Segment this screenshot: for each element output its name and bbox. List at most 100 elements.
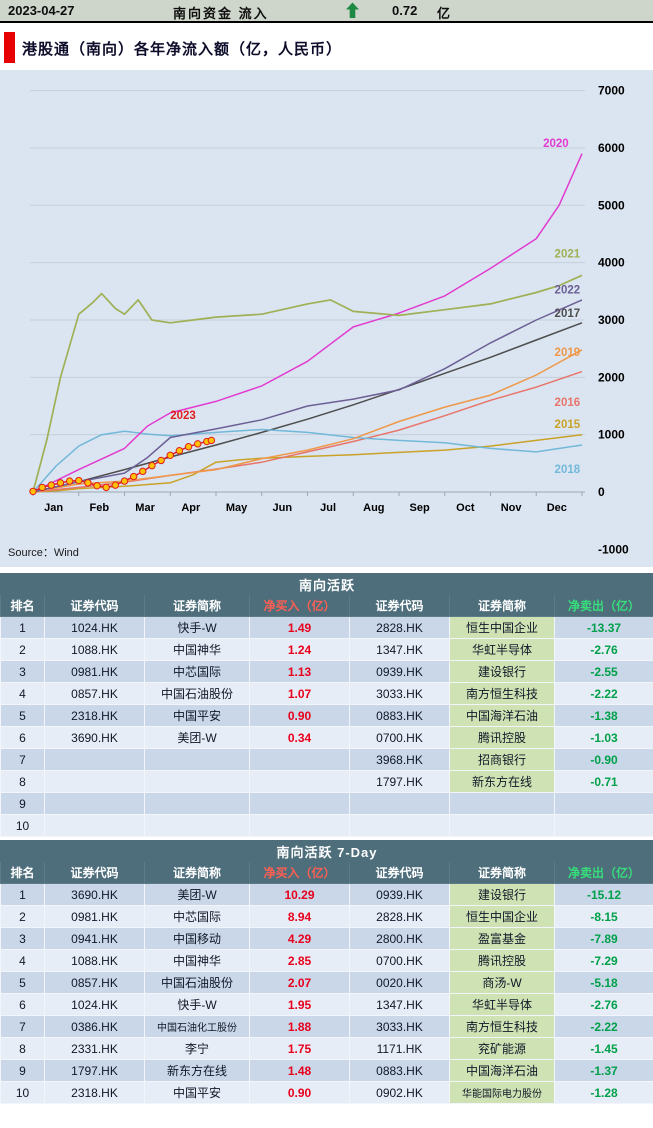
buy-code-cell: 0941.HK xyxy=(44,927,145,950)
rank-cell: 2 xyxy=(0,905,45,928)
table-row: 1 1024.HK 快手-W 1.49 2828.HK 恒生中国企业 -13.37 xyxy=(0,616,653,639)
data-point-marker xyxy=(207,436,216,445)
flow-unit: 亿 xyxy=(437,6,451,21)
sell-code-cell: 3033.HK xyxy=(349,1015,450,1038)
data-point-marker xyxy=(129,472,138,481)
buy-name-cell xyxy=(144,748,250,771)
data-point-marker xyxy=(148,461,156,470)
rank-cell: 6 xyxy=(0,993,45,1016)
sell-value-cell: -1.38 xyxy=(553,704,653,727)
sell-name-cell: 恒生中国企业 xyxy=(449,616,555,639)
sell-code-cell: 1797.HK xyxy=(349,770,450,793)
x-axis-label: Feb xyxy=(90,502,110,514)
sell-name-cell: 新东方在线 xyxy=(449,770,555,793)
buy-name-cell: 李宁 xyxy=(144,1037,250,1060)
data-point-marker xyxy=(47,481,55,489)
series-label-2015: 2015 xyxy=(555,419,581,431)
series-label-2018: 2018 xyxy=(555,464,581,476)
table-row: 9 1797.HK 新东方在线 1.48 0883.HK 中国海洋石油 -1.37 xyxy=(0,1059,653,1082)
table-row: 6 1024.HK 快手-W 1.95 1347.HK 华虹半导体 -2.76 xyxy=(0,993,653,1016)
x-axis-label: Sep xyxy=(409,502,429,514)
southbound-active-table: 南向活跃 排名 证券代码 证券简称 净买入（亿） 证券代码 证券简称 净卖出（亿） 1 1024.… xyxy=(0,573,653,837)
x-axis-label: Nov xyxy=(501,502,523,514)
buy-name-cell xyxy=(144,814,250,837)
sell-value-cell: -0.71 xyxy=(553,770,653,793)
buy-code-cell: 3690.HK xyxy=(44,883,145,906)
table-row: 6 3690.HK 美团-W 0.34 0700.HK 腾讯控股 -1.03 xyxy=(0,726,653,749)
buy-name-cell xyxy=(144,792,250,815)
table-row: 10 2318.HK 中国平安 0.90 0902.HK 华能国际电力股份 -1.28 xyxy=(0,1081,653,1104)
top-status-bar: 2023-04-27 南向资金 流入 0.72 亿 xyxy=(0,0,653,23)
buy-value-cell xyxy=(249,792,350,815)
column-header: 证券简称 xyxy=(449,594,555,617)
date-label: 2023-04-27 xyxy=(8,3,75,18)
sell-value-cell: -7.29 xyxy=(553,949,653,972)
buy-code-cell: 2318.HK xyxy=(44,1081,145,1104)
series-line-2019 xyxy=(32,349,583,493)
series-label-2020: 2020 xyxy=(543,138,569,150)
sell-code-cell: 0700.HK xyxy=(349,726,450,749)
buy-name-cell: 中国神华 xyxy=(144,638,250,661)
rank-cell: 10 xyxy=(0,1081,45,1104)
buy-value-cell: 4.29 xyxy=(249,927,350,950)
buy-code-cell: 1024.HK xyxy=(44,616,145,639)
yearly-net-inflow-chart: 7000 6000 5000 4000 3000 2000 1000 0 -1000 Jan Feb… xyxy=(8,84,629,559)
sell-value-cell: -1.37 xyxy=(553,1059,653,1082)
buy-code-cell xyxy=(44,748,145,771)
buy-code-cell xyxy=(44,770,145,793)
sell-value-cell: -1.03 xyxy=(553,726,653,749)
table-row: 5 2318.HK 中国平安 0.90 0883.HK 中国海洋石油 -1.38 xyxy=(0,704,653,727)
x-axis-label: Jul xyxy=(320,502,336,514)
buy-value-cell: 2.07 xyxy=(249,971,350,994)
sell-value-cell: -2.22 xyxy=(553,682,653,705)
x-axis-label: May xyxy=(226,502,248,514)
series-line-2018 xyxy=(32,428,583,493)
table-row: 8 1797.HK 新东方在线 -0.71 xyxy=(0,770,653,793)
table-row: 3 0981.HK 中芯国际 1.13 0939.HK 建设银行 -2.55 xyxy=(0,660,653,683)
table-row: 10 xyxy=(0,814,653,837)
buy-name-cell: 中国平安 xyxy=(144,1081,250,1104)
column-header: 净卖出（亿） xyxy=(553,594,653,617)
column-header: 净买入（亿） xyxy=(249,594,350,617)
sell-name-cell: 建设银行 xyxy=(449,883,555,906)
data-point-marker xyxy=(102,483,110,492)
table-title: 南向活跃 xyxy=(0,573,653,595)
table-row: 3 0941.HK 中国移动 4.29 2800.HK 盈富基金 -7.89 xyxy=(0,927,653,950)
buy-code-cell: 2331.HK xyxy=(44,1037,145,1060)
data-point-marker xyxy=(175,447,184,455)
sell-name-cell: 恒生中国企业 xyxy=(449,905,555,928)
buy-name-cell: 中芯国际 xyxy=(144,660,250,683)
rank-cell: 3 xyxy=(0,660,45,683)
sell-name-cell: 南方恒生科技 xyxy=(449,682,555,705)
sell-code-cell: 0939.HK xyxy=(349,660,450,683)
data-point-marker xyxy=(29,487,37,496)
table-row: 2 1088.HK 中国神华 1.24 1347.HK 华虹半导体 -2.76 xyxy=(0,638,653,661)
sell-name-cell: 华能国际电力股份 xyxy=(449,1081,555,1104)
sell-code-cell: 0902.HK xyxy=(349,1081,450,1104)
sell-value-cell: -13.37 xyxy=(553,616,653,639)
sell-code-cell: 2828.HK xyxy=(349,616,450,639)
data-point-marker xyxy=(38,483,46,492)
rank-cell: 1 xyxy=(0,883,45,906)
sell-name-cell xyxy=(449,814,555,837)
buy-value-cell: 1.95 xyxy=(249,993,350,1016)
data-point-marker xyxy=(120,477,129,485)
rank-cell: 9 xyxy=(0,1059,45,1082)
buy-name-cell: 快手-W xyxy=(144,616,250,639)
buy-value-cell: 1.88 xyxy=(249,1015,350,1038)
buy-value-cell: 0.34 xyxy=(249,726,350,749)
sell-value-cell xyxy=(553,792,653,815)
sell-name-cell: 南方恒生科技 xyxy=(449,1015,555,1038)
sell-value-cell: -1.45 xyxy=(553,1037,653,1060)
y-axis-label: 1000 xyxy=(598,428,625,442)
buy-value-cell: 8.94 xyxy=(249,905,350,928)
chart-panel: 7000 6000 5000 4000 3000 2000 1000 0 -1000 Jan Feb… xyxy=(0,70,653,567)
rank-cell: 6 xyxy=(0,726,45,749)
sell-value-cell: -2.55 xyxy=(553,660,653,683)
sell-code-cell: 0883.HK xyxy=(349,704,450,727)
page-title: 港股通（南向）各年净流入额（亿，人民币） xyxy=(22,41,343,58)
sell-name-cell: 中国海洋石油 xyxy=(449,704,555,727)
table-title: 南向活跃 7-Day xyxy=(0,840,653,862)
buy-value-cell: 1.24 xyxy=(249,638,350,661)
series-label-2023: 2023 xyxy=(170,410,196,422)
